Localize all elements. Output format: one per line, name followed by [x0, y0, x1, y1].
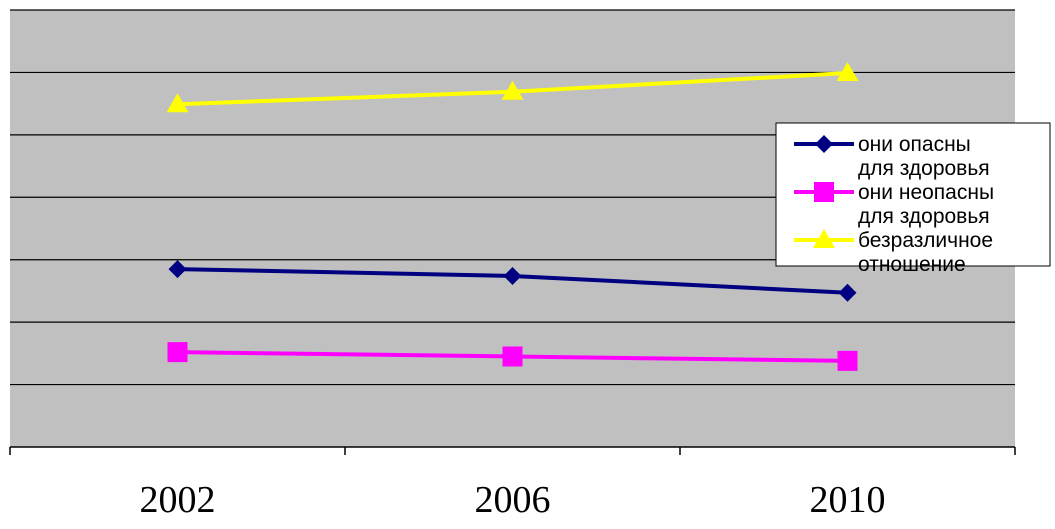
legend-label: для здоровья — [858, 205, 990, 228]
legend-label: для здоровья — [858, 157, 990, 180]
data-point — [503, 266, 522, 285]
data-point — [813, 229, 835, 248]
series-layer — [166, 62, 859, 371]
series-3 — [166, 62, 859, 113]
data-point — [166, 93, 189, 113]
legend-label: они опасны — [858, 133, 971, 156]
series-2 — [167, 342, 858, 371]
legend-label: безразличное — [858, 229, 993, 252]
data-point — [836, 62, 859, 82]
x-axis — [9, 446, 1016, 455]
data-point — [815, 135, 833, 153]
data-point — [502, 346, 523, 367]
data-point — [167, 342, 188, 363]
series-1 — [168, 260, 857, 302]
data-point — [837, 350, 858, 371]
legend-label: они неопасны — [858, 181, 994, 204]
x-tick-label: 2002 — [140, 479, 216, 521]
data-point — [814, 182, 834, 202]
x-tick-labels: 2002 2006 2010 — [140, 479, 886, 521]
data-point — [501, 80, 524, 100]
x-tick-label: 2006 — [475, 479, 551, 521]
data-point — [838, 283, 857, 302]
x-tick-label: 2010 — [810, 479, 886, 521]
legend-label: отношение — [858, 253, 966, 276]
data-point — [168, 260, 187, 279]
